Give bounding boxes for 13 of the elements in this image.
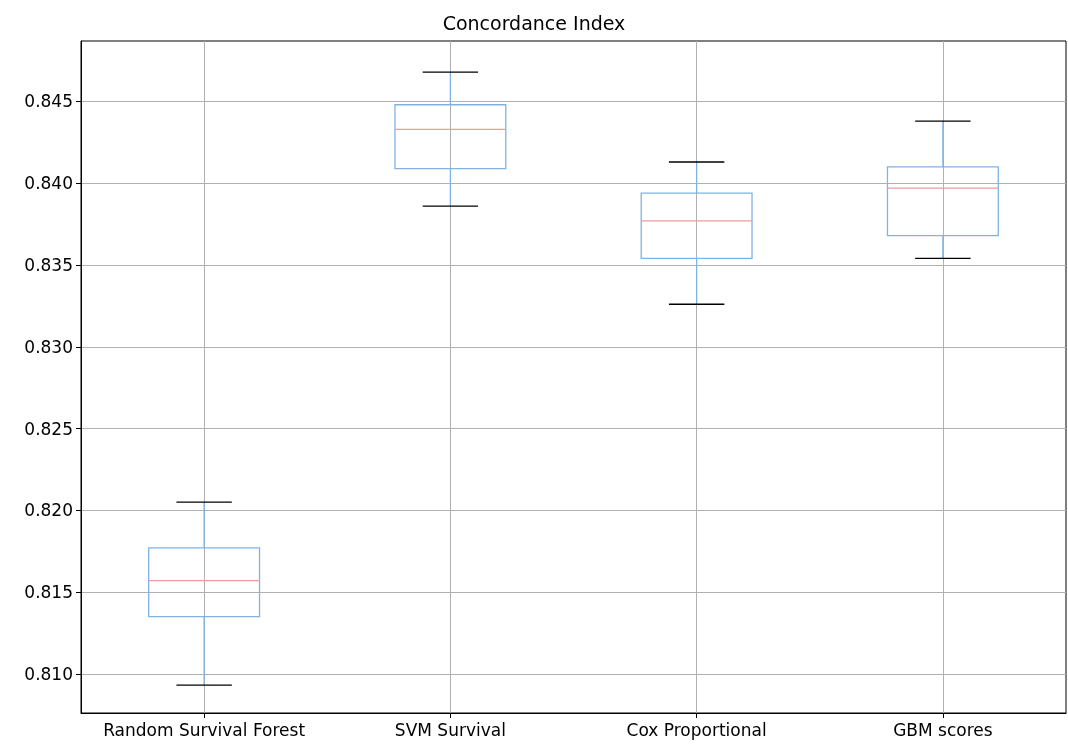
x-tick-label: SVM Survival <box>394 719 506 740</box>
y-tick-label: 0.825 <box>24 418 73 439</box>
x-tick-label: GBM scores <box>893 719 993 740</box>
y-tick-label: 0.815 <box>24 582 73 603</box>
y-tick-label: 0.835 <box>24 255 73 275</box>
y-tick-label: 0.810 <box>24 663 73 684</box>
y-tick-label: 0.845 <box>24 91 73 112</box>
y-tick-label: 0.820 <box>24 500 73 521</box>
chart-title: Concordance Index <box>442 11 626 34</box>
y-tick-label: 0.840 <box>24 173 73 194</box>
x-tick-label: Cox Proportional <box>626 719 767 740</box>
y-tick-label: 0.830 <box>24 336 73 357</box>
x-tick-label: Random Survival Forest <box>103 719 306 740</box>
